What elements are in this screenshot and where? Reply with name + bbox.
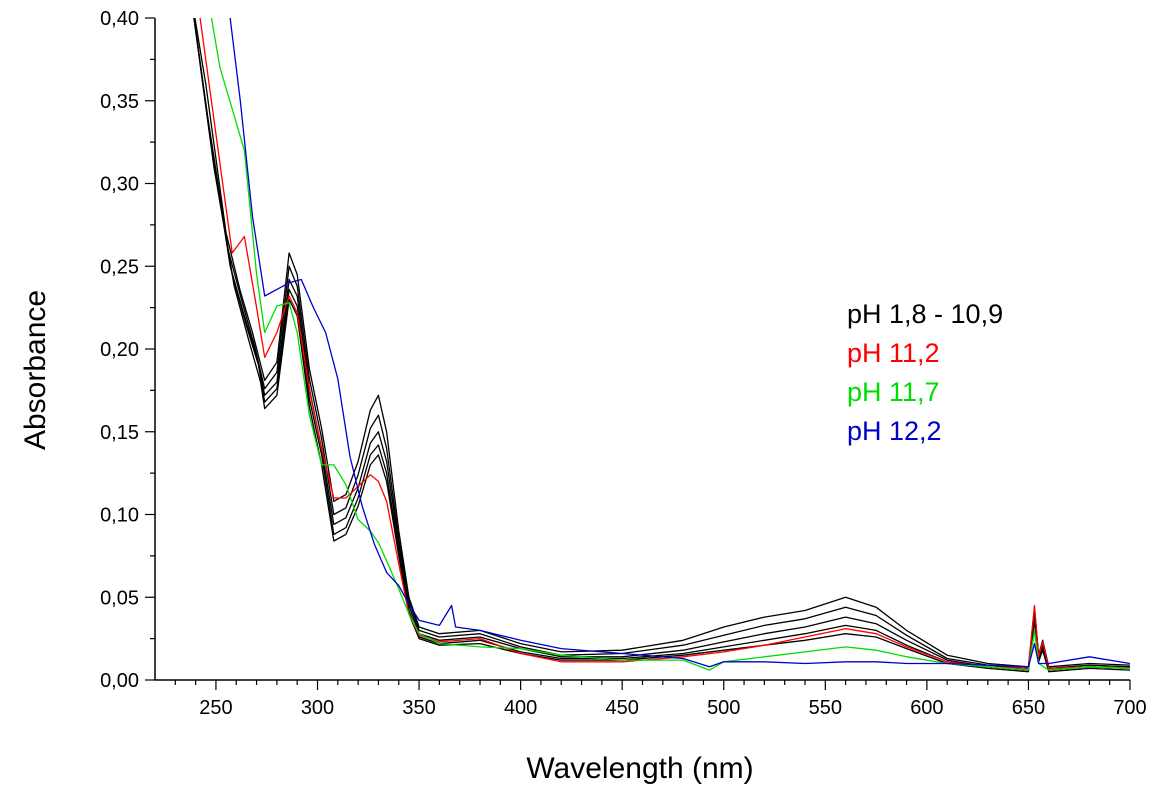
y-tick-label: 0,35 xyxy=(100,91,139,113)
x-tick-label: 250 xyxy=(199,697,232,719)
x-tick-label: 550 xyxy=(809,697,842,719)
y-tick-label: 0,05 xyxy=(100,587,139,609)
legend-entry-4: pH 12,2 xyxy=(847,416,942,446)
legend: pH 1,8 - 10,9 pH 11,2 pH 11,7 pH 12,2 xyxy=(847,299,1003,446)
x-axis-title: Wavelength (nm) xyxy=(526,752,753,785)
x-tick-label: 400 xyxy=(504,697,537,719)
series-line-4 xyxy=(193,18,1130,671)
legend-entry-1: pH 1,8 - 10,9 xyxy=(847,299,1003,329)
y-tick-label: 0,40 xyxy=(100,8,139,30)
y-axis-title: Absorbance xyxy=(19,290,52,450)
x-tick-label: 700 xyxy=(1113,697,1146,719)
y-tick-label: 0,30 xyxy=(100,174,139,196)
series-line-8 xyxy=(229,18,1130,668)
y-tick-label: 0,00 xyxy=(100,670,139,692)
series-line-1 xyxy=(194,18,1130,668)
x-tick-label: 600 xyxy=(910,697,943,719)
y-tick-label: 0,25 xyxy=(100,256,139,278)
x-tick-label: 650 xyxy=(1012,697,1045,719)
legend-entry-3: pH 11,7 xyxy=(847,377,940,407)
x-tick-label: 500 xyxy=(707,697,740,719)
series-line-7 xyxy=(210,18,1130,671)
plot-area xyxy=(193,18,1130,673)
series-line-2 xyxy=(193,18,1130,670)
y-tick-label: 0,10 xyxy=(100,505,139,527)
x-tick-label: 450 xyxy=(606,697,639,719)
x-tick-label: 350 xyxy=(402,697,435,719)
series-line-3 xyxy=(193,18,1130,671)
legend-entry-2: pH 11,2 xyxy=(847,338,940,368)
series-line-5 xyxy=(193,18,1130,673)
series-line-6 xyxy=(199,18,1130,670)
axes: 250 300 350 400 450 500 550 600 650 700 0,00 0,05 0,… xyxy=(100,8,1147,719)
y-tick-label: 0,15 xyxy=(100,422,139,444)
x-tick-label: 300 xyxy=(301,697,334,719)
y-tick-label: 0,20 xyxy=(100,339,139,361)
